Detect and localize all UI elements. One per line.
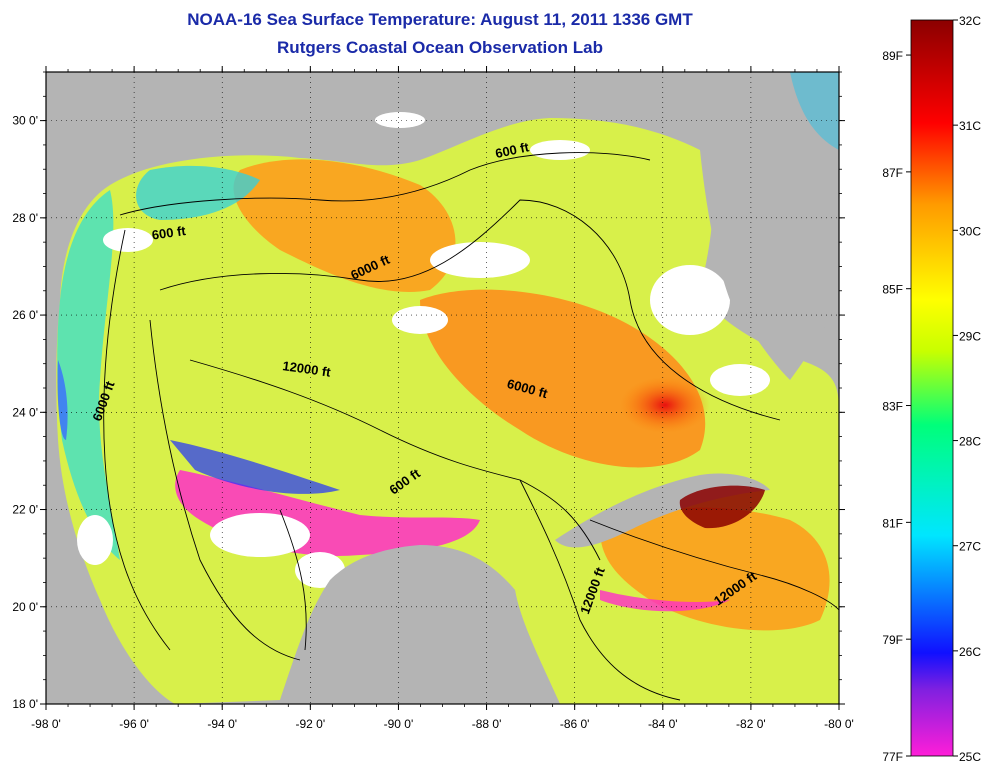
lat-tick-label: 24 0' — [12, 405, 38, 419]
colorbar-celsius-label: 28C — [959, 435, 981, 449]
map-title: NOAA-16 Sea Surface Temperature: August … — [187, 10, 693, 29]
yucatan-land — [280, 545, 560, 704]
hot-spot-eastern-gulf — [620, 377, 710, 433]
cool-coast-north — [136, 165, 260, 220]
lon-tick-label: -92 0' — [296, 717, 326, 731]
temperature-colorbar — [910, 19, 954, 757]
colorbar-fahrenheit-label: 85F — [882, 283, 903, 297]
colorbar-fahrenheit-label: 87F — [882, 166, 903, 180]
lat-tick-label: 28 0' — [12, 211, 38, 225]
lat-tick-label: 30 0' — [12, 114, 38, 128]
lat-tick-label: 18 0' — [12, 697, 38, 711]
warm-area-caribbean — [600, 507, 830, 631]
map-subtitle: Rutgers Coastal Ocean Observation Lab — [277, 38, 603, 57]
cold-band-yucatan — [170, 440, 340, 494]
atlantic-coast-water — [790, 72, 839, 150]
lat-tick-label: 20 0' — [12, 600, 38, 614]
colorbar-celsius-label: 32C — [959, 14, 981, 28]
lon-tick-label: -84 0' — [648, 717, 678, 731]
cold-upwelling-cuba — [600, 590, 730, 612]
lon-tick-label: -90 0' — [384, 717, 414, 731]
colorbar-celsius-label: 30C — [959, 224, 981, 238]
colorbar-fahrenheit-label: 79F — [882, 633, 903, 647]
graticule — [46, 72, 839, 704]
axis-ticks: -98 0' -96 0' -94 0' -92 0' -90 0' -88 0' -86 … — [12, 66, 854, 731]
lon-tick-label: -88 0' — [472, 717, 502, 731]
lon-tick-label: -82 0' — [736, 717, 766, 731]
lon-tick-label: -98 0' — [31, 717, 61, 731]
contour-label: 600 ft — [151, 223, 187, 243]
colorbar-celsius-label: 29C — [959, 329, 981, 343]
warm-area-north — [233, 159, 456, 292]
map-area — [46, 72, 839, 704]
lat-tick-label: 26 0' — [12, 308, 38, 322]
colorbar-fahrenheit-label: 89F — [882, 49, 903, 63]
colorbar-fahrenheit-label: 77F — [882, 750, 903, 764]
colorbar-fahrenheit-label: 81F — [882, 516, 903, 530]
florida-land — [700, 90, 839, 380]
bathymetry-contours — [103, 152, 839, 701]
lat-tick-label: 22 0' — [12, 503, 38, 517]
contour-label: 600 ft — [494, 139, 531, 161]
lon-tick-label: -96 0' — [119, 717, 149, 731]
cold-coast-texas — [57, 360, 68, 440]
hot-area-cuba — [679, 485, 765, 529]
lon-tick-label: -86 0' — [560, 717, 590, 731]
lon-tick-label: -80 0' — [824, 717, 854, 731]
colorbar-celsius-label: 25C — [959, 750, 981, 764]
cool-coast-west — [57, 190, 120, 560]
colorbar-celsius-label: 27C — [959, 540, 981, 554]
colorbar-celsius-label: 26C — [959, 645, 981, 659]
contour-label: 12000 ft — [282, 358, 333, 380]
colorbar-fahrenheit-label: 83F — [882, 400, 903, 414]
colorbar-celsius-label: 31C — [959, 119, 981, 133]
lon-tick-label: -94 0' — [207, 717, 237, 731]
colorbar-labels: 32C 31C 30C 29C 28C 27C 26C 25C 89F 87F 85F 83F 81F 7… — [882, 14, 981, 764]
